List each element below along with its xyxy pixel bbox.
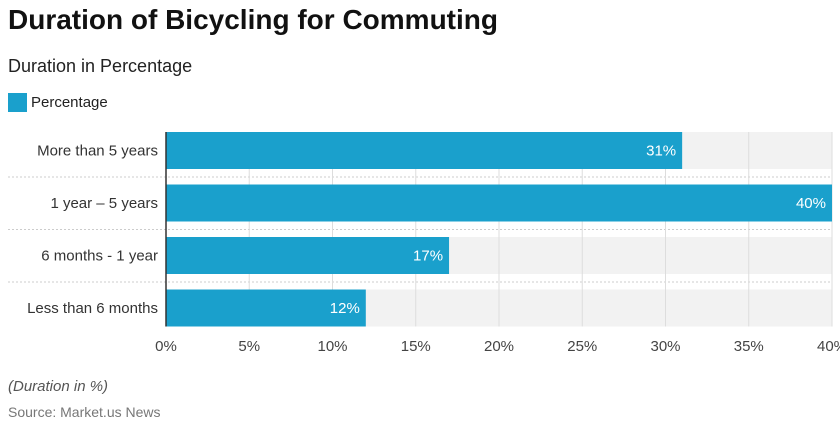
- x-tick-label: 10%: [317, 338, 347, 355]
- x-tick-label: 40%: [817, 338, 840, 355]
- bar: [166, 184, 832, 222]
- bar: [166, 289, 366, 327]
- bar-data-label: 17%: [413, 248, 443, 265]
- category-label: 1 year – 5 years: [50, 195, 158, 212]
- x-tick-label: 25%: [567, 338, 597, 355]
- bar-data-label: 31%: [646, 143, 676, 160]
- bar: [166, 237, 450, 274]
- chart-source: Source: Market.us News: [8, 404, 161, 420]
- legend-swatch: [8, 93, 27, 112]
- category-label: Less than 6 months: [27, 300, 158, 317]
- legend: Percentage: [8, 93, 108, 112]
- bar-data-label: 12%: [330, 300, 360, 317]
- chart-title: Duration of Bicycling for Commuting: [8, 4, 498, 35]
- x-tick-label: 35%: [734, 338, 764, 355]
- bar: [166, 132, 683, 169]
- x-tick-label: 5%: [238, 338, 260, 355]
- x-tick-label: 15%: [401, 338, 431, 355]
- category-label: 6 months - 1 year: [41, 248, 158, 265]
- x-tick-label: 30%: [650, 338, 680, 355]
- legend-label: Percentage: [31, 94, 108, 111]
- bar-data-label: 40%: [796, 195, 826, 212]
- category-label: More than 5 years: [37, 143, 158, 160]
- chart-note: (Duration in %): [8, 378, 109, 395]
- x-tick-label: 0%: [155, 338, 177, 355]
- chart-subtitle: Duration in Percentage: [8, 56, 193, 76]
- x-tick-label: 20%: [484, 338, 514, 355]
